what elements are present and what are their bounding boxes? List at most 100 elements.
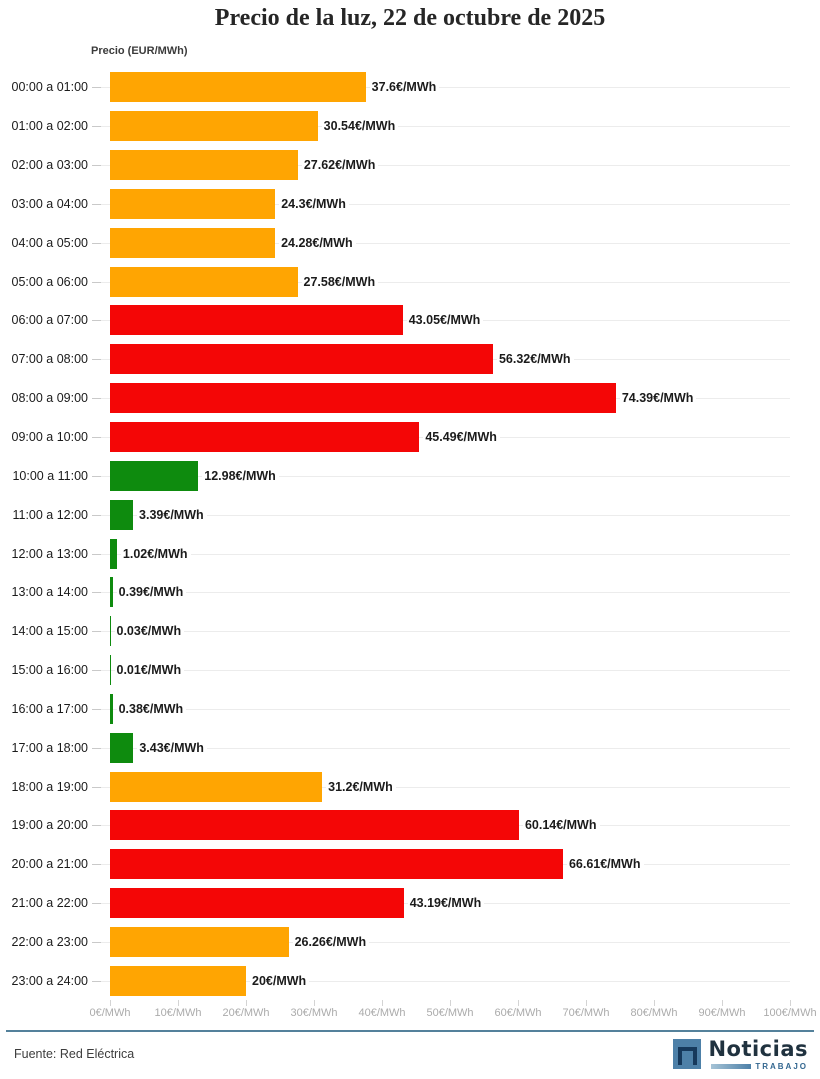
row-gridline bbox=[92, 631, 790, 633]
hour-label: 04:00 a 05:00 bbox=[11, 235, 88, 250]
chart-row: 06:00 a 07:00 43.05€/MWh bbox=[0, 301, 820, 340]
x-axis-tick bbox=[653, 1000, 655, 1006]
row-gridline bbox=[92, 126, 790, 128]
x-axis-tick bbox=[449, 1000, 451, 1006]
price-value-label: 20€/MWh bbox=[250, 972, 310, 989]
footer-separator-line bbox=[6, 1030, 814, 1032]
row-gridline bbox=[92, 242, 790, 244]
price-value-label: 0.03€/MWh bbox=[114, 623, 185, 640]
category-tick bbox=[92, 203, 101, 205]
price-bar bbox=[110, 266, 298, 297]
x-axis-tick bbox=[517, 1000, 519, 1006]
x-axis-tick-label: 20€/MWh bbox=[222, 1007, 270, 1019]
price-bar bbox=[110, 344, 493, 375]
row-gridline bbox=[92, 553, 790, 555]
price-bar bbox=[110, 771, 323, 802]
price-value-label: 56.32€/MWh bbox=[496, 351, 574, 368]
price-bar bbox=[110, 810, 519, 841]
category-tick bbox=[92, 592, 101, 594]
hour-label: 12:00 a 13:00 bbox=[11, 546, 88, 561]
row-gridline bbox=[92, 747, 790, 749]
category-tick bbox=[92, 320, 101, 322]
price-bar bbox=[110, 655, 111, 686]
chart-row: 05:00 a 06:00 27.58€/MWh bbox=[0, 262, 820, 301]
hour-label: 11:00 a 12:00 bbox=[12, 507, 88, 522]
chart-row: 07:00 a 08:00 56.32€/MWh bbox=[0, 340, 820, 379]
row-gridline bbox=[92, 87, 790, 89]
price-value-label: 45.49€/MWh bbox=[423, 429, 500, 446]
price-value-label: 26.26€/MWh bbox=[292, 933, 370, 950]
category-tick bbox=[92, 165, 101, 167]
row-gridline bbox=[92, 670, 790, 672]
row-gridline bbox=[92, 592, 790, 594]
hour-label: 08:00 a 09:00 bbox=[11, 391, 88, 406]
hour-label: 14:00 a 15:00 bbox=[11, 624, 88, 639]
price-value-label: 30.54€/MWh bbox=[321, 118, 399, 135]
hour-label: 09:00 a 10:00 bbox=[11, 430, 88, 445]
chart-row: 08:00 a 09:00 74.39€/MWh bbox=[0, 379, 820, 418]
x-axis-tick-label: 70€/MWh bbox=[562, 1007, 610, 1019]
chart-row: 22:00 a 23:00 26.26€/MWh bbox=[0, 923, 820, 962]
price-bar bbox=[110, 227, 276, 258]
y-axis-title: Precio (EUR/MWh) bbox=[91, 45, 188, 57]
hour-label: 00:00 a 01:00 bbox=[11, 80, 88, 95]
category-tick bbox=[92, 437, 101, 439]
hour-label: 10:00 a 11:00 bbox=[12, 468, 88, 483]
row-gridline bbox=[92, 708, 790, 710]
price-value-label: 3.39€/MWh bbox=[137, 506, 207, 523]
price-value-label: 31.2€/MWh bbox=[326, 778, 396, 795]
price-bar bbox=[110, 693, 113, 724]
category-tick bbox=[92, 786, 101, 788]
price-value-label: 3.43€/MWh bbox=[137, 739, 207, 756]
bar-chart: 00:00 a 01:00 37.6€/MWh 01:00 a 02:00 30.54… bbox=[0, 68, 820, 1000]
chart-row: 23:00 a 24:00 20€/MWh bbox=[0, 961, 820, 1000]
price-value-label: 43.05€/MWh bbox=[406, 312, 484, 329]
price-value-label: 27.62€/MWh bbox=[301, 157, 379, 174]
hour-label: 03:00 a 04:00 bbox=[11, 196, 88, 211]
source-credit: Fuente: Red Eléctrica bbox=[14, 1047, 135, 1061]
logo-accent-bar bbox=[711, 1064, 752, 1069]
row-gridline bbox=[92, 281, 790, 283]
price-bar bbox=[110, 383, 616, 414]
x-axis-tick-label: 50€/MWh bbox=[426, 1007, 474, 1019]
x-axis-tick bbox=[789, 1000, 791, 1006]
category-tick bbox=[92, 553, 101, 555]
price-bar bbox=[110, 888, 404, 919]
chart-row: 13:00 a 14:00 0.39€/MWh bbox=[0, 573, 820, 612]
category-tick bbox=[92, 670, 101, 672]
hour-label: 15:00 a 16:00 bbox=[11, 663, 88, 678]
price-value-label: 37.6€/MWh bbox=[369, 79, 440, 96]
x-axis-tick bbox=[585, 1000, 587, 1006]
price-bar bbox=[110, 577, 113, 608]
chart-row: 04:00 a 05:00 24.28€/MWh bbox=[0, 223, 820, 262]
hour-label: 18:00 a 19:00 bbox=[11, 779, 88, 794]
price-value-label: 60.14€/MWh bbox=[522, 817, 600, 834]
hour-label: 01:00 a 02:00 bbox=[11, 119, 88, 134]
category-tick bbox=[92, 475, 101, 477]
hour-label: 05:00 a 06:00 bbox=[11, 274, 88, 289]
category-tick bbox=[92, 242, 101, 244]
price-bar bbox=[110, 305, 403, 336]
price-bar bbox=[110, 499, 134, 530]
price-bar bbox=[110, 111, 318, 142]
chart-row: 21:00 a 22:00 43.19€/MWh bbox=[0, 884, 820, 923]
x-axis-tick-label: 90€/MWh bbox=[698, 1007, 746, 1019]
chart-row: 00:00 a 01:00 37.6€/MWh bbox=[0, 68, 820, 107]
row-gridline bbox=[92, 514, 790, 516]
logo-tagline: TRABAJO bbox=[755, 1062, 808, 1071]
category-tick bbox=[92, 281, 101, 283]
price-bar bbox=[110, 926, 289, 957]
price-bar bbox=[110, 538, 117, 569]
chart-row: 12:00 a 13:00 1.02€/MWh bbox=[0, 534, 820, 573]
row-gridline bbox=[92, 941, 790, 943]
category-tick bbox=[92, 708, 101, 710]
hour-label: 06:00 a 07:00 bbox=[11, 313, 88, 328]
chart-row: 18:00 a 19:00 31.2€/MWh bbox=[0, 767, 820, 806]
x-axis-tick-label: 60€/MWh bbox=[494, 1007, 542, 1019]
x-axis-tick-label: 30€/MWh bbox=[290, 1007, 338, 1019]
category-tick bbox=[92, 980, 101, 982]
chart-row: 19:00 a 20:00 60.14€/MWh bbox=[0, 806, 820, 845]
price-bar bbox=[110, 72, 366, 103]
hour-label: 13:00 a 14:00 bbox=[11, 585, 88, 600]
chart-row: 09:00 a 10:00 45.49€/MWh bbox=[0, 418, 820, 457]
